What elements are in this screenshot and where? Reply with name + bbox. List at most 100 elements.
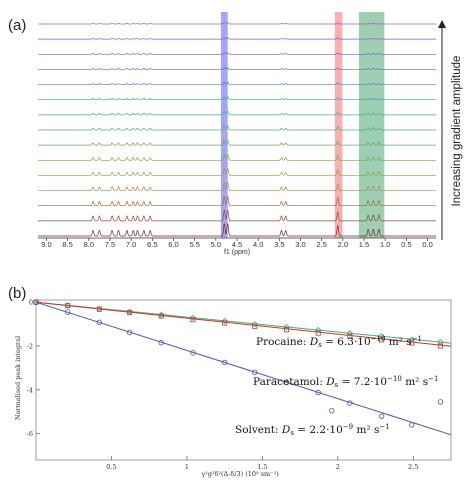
x-tick-label: 8.5 xyxy=(62,240,72,249)
plot-axes: 0.5 1 1.5 2 2.5 0 -2 -4 -6 xyxy=(27,299,419,471)
data-point-procaine xyxy=(378,332,385,340)
data-point-paracetamol xyxy=(252,323,258,329)
data-point-solvent xyxy=(126,329,133,336)
spectrum-trace xyxy=(38,110,436,116)
data-point-solvent xyxy=(347,400,353,406)
x-tick-label: 2 xyxy=(336,463,340,471)
x-tick-label: 6.0 xyxy=(168,240,178,249)
x-tick-label: 7.5 xyxy=(105,240,115,249)
x-tick-label: 2.0 xyxy=(338,240,348,249)
spectrum-trace xyxy=(38,81,436,85)
y-tick-label: -4 xyxy=(27,386,33,394)
y-axis-title: Normalised peak integral xyxy=(14,336,22,420)
data-point-paracetamol xyxy=(409,340,415,346)
data-point-paracetamol xyxy=(284,327,290,333)
highlight-region-procaine xyxy=(358,12,385,238)
spectrum-trace xyxy=(38,37,436,40)
data-point-solvent xyxy=(315,389,321,396)
data-point-solvent xyxy=(96,319,103,326)
spectrum-trace xyxy=(38,181,436,191)
data-point-solvent xyxy=(64,309,71,315)
data-point-paracetamol xyxy=(158,313,164,319)
x-tick-label: 0.5 xyxy=(401,240,411,249)
data-point-solvent xyxy=(409,422,415,428)
spectrum-trace xyxy=(38,222,436,237)
spectrum-trace xyxy=(38,67,436,70)
x-tick-label: 5.5 xyxy=(189,240,199,249)
x-axis-title-b: γ²g²δ²(Δ-δ/3) (10⁹ sm⁻²) xyxy=(201,470,279,478)
x-tick-label: 9.0 xyxy=(41,240,51,249)
fit-line-solvent xyxy=(35,301,452,436)
highlight-region-solvent xyxy=(220,12,228,238)
x-axis-ppm: 9.0 8.5 8.0 7.5 7.0 6.5 6.0 5.5 5.0 4.5 4.0 3.5 3.0 2… xyxy=(38,237,436,249)
x-tick-label: 1 xyxy=(185,463,189,471)
y-tick-label: 0 xyxy=(29,299,33,307)
spectrum-trace xyxy=(38,209,436,222)
annotation-procaine: Procaine: Ds = 6.3·10−10 m² s−1 xyxy=(256,335,422,349)
highlight-regions xyxy=(220,12,385,238)
fit-lines xyxy=(35,301,452,436)
x-tick-label: 4.5 xyxy=(232,240,242,249)
x-tick-label: 3.0 xyxy=(295,240,305,249)
x-tick-label: 2.5 xyxy=(408,463,418,471)
data-point-solvent xyxy=(190,350,196,356)
spectrum-trace xyxy=(38,195,436,207)
spectrum-trace xyxy=(38,167,436,176)
panel-b-label: (b) xyxy=(8,285,26,302)
gradient-amplitude-label: Increasing gradient amplitude xyxy=(451,56,463,207)
spectrum-trace xyxy=(38,52,436,55)
data-point-procaine xyxy=(251,320,258,328)
data-point-procaine xyxy=(189,314,197,321)
spectrum-trace xyxy=(38,125,436,131)
data-point-solvent xyxy=(33,299,39,305)
data-point-paracetamol xyxy=(222,320,228,326)
x-tick-label: 7.0 xyxy=(126,240,136,249)
annotation-solvent: Solvent: Ds = 2.2·10−9 m² s−1 xyxy=(235,423,390,437)
data-point-solvent xyxy=(221,359,228,366)
x-tick-label: 4.0 xyxy=(253,240,263,249)
data-point-paracetamol xyxy=(315,330,321,336)
data-point-paracetamol xyxy=(437,343,443,349)
y-tick-label: -6 xyxy=(27,430,33,438)
data-point-paracetamol xyxy=(347,333,353,339)
spectrum-trace xyxy=(38,96,436,101)
data-point-paracetamol xyxy=(65,303,71,309)
data-point-solvent xyxy=(283,379,290,386)
data-point-solvent xyxy=(378,413,385,419)
data-point-solvent xyxy=(329,407,335,414)
data-point-paracetamol xyxy=(127,309,133,315)
plot-frame xyxy=(35,299,452,461)
x-tick-label: 2.5 xyxy=(316,240,326,249)
x-tick-label: 1.5 xyxy=(257,463,267,471)
gradient-arrow xyxy=(438,20,446,240)
data-point-solvent xyxy=(252,369,258,376)
x-tick-label: 8.0 xyxy=(84,240,94,249)
data-point-procaine xyxy=(221,317,228,325)
y-tick-label: -2 xyxy=(27,343,33,351)
x-tick-label: 5.0 xyxy=(211,240,221,249)
data-point-paracetamol xyxy=(96,306,102,312)
spectrum-trace xyxy=(38,139,436,146)
x-tick-label: 3.5 xyxy=(274,240,284,249)
data-point-procaine xyxy=(437,338,444,346)
data-point-solvent xyxy=(158,340,164,346)
data-point-paracetamol xyxy=(190,317,196,323)
data-point-procaine xyxy=(408,336,415,343)
x-tick-label: 6.5 xyxy=(147,240,157,249)
x-tick-label: 1.5 xyxy=(359,240,369,249)
highlight-region-paracetamol xyxy=(334,12,343,238)
x-tick-label: 1.0 xyxy=(380,240,390,249)
panel-a-label: (a) xyxy=(8,17,26,34)
data-points xyxy=(32,299,444,428)
spectrum-trace xyxy=(38,22,436,25)
spectrum-trace xyxy=(38,153,436,161)
x-tick-label: 0.5 xyxy=(106,463,116,471)
data-point-paracetamol xyxy=(379,337,385,343)
annotation-paracetamol: Paracetamol: Ds = 7.2·10−10 m² s−1 xyxy=(253,375,438,389)
data-point-procaine xyxy=(315,326,322,334)
data-point-procaine xyxy=(283,323,290,331)
data-point-procaine xyxy=(346,330,354,337)
nmr-spectra xyxy=(38,22,436,237)
data-point-solvent xyxy=(437,399,444,405)
